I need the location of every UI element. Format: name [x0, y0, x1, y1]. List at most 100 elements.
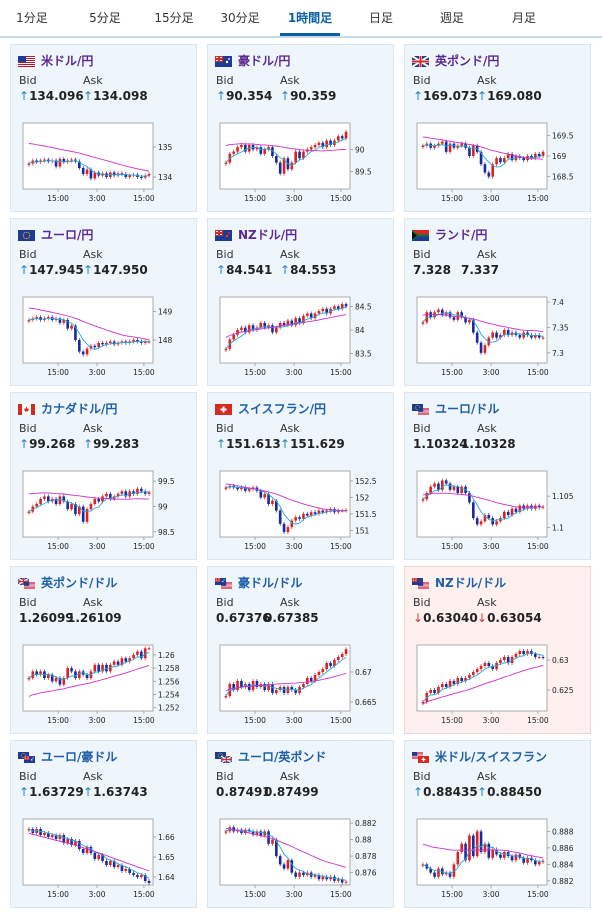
- tab-5[interactable]: 日足: [368, 11, 393, 25]
- pair-name-link[interactable]: NZドル/円: [238, 228, 298, 242]
- mini-chart[interactable]: 135 134 15:00 3:00 15:00: [22, 119, 188, 205]
- rate-card: ユーロ/豪ドル Bid Ask ↑1.63729 ↑1.63743 1.66 1.65 1.6…: [10, 740, 197, 908]
- mini-chart[interactable]: 7.4 7.35 7.3 15:00 3:00 15:00: [416, 293, 582, 379]
- pair-name-link[interactable]: ユーロ/ドル: [435, 402, 500, 416]
- candle-body: [93, 498, 97, 504]
- tab-1[interactable]: 5分足: [89, 11, 121, 25]
- mini-chart[interactable]: 84.5 84 83.5 15:00 3:00 15:00: [219, 293, 385, 379]
- rate-card: 米ドル/円 Bid Ask ↑134.096 ↑134.098 135 134 15:00 3:…: [10, 44, 197, 212]
- candle-body: [39, 498, 42, 504]
- candle-body: [109, 493, 112, 499]
- mini-chart[interactable]: 90 89.5 15:00 3:00 15:00: [219, 119, 385, 205]
- candle-body: [105, 342, 108, 345]
- pair-name-link[interactable]: 豪ドル/円: [238, 54, 291, 68]
- arrow-down-icon: ↓: [477, 611, 488, 625]
- rate-card: 英ポンド/円 Bid Ask ↑169.073 ↑169.080 169.5 169 168.…: [404, 44, 591, 212]
- candle-body: [313, 145, 317, 148]
- mini-chart[interactable]: 169.5 169 168.5 15:00 3:00 15:00: [416, 119, 582, 205]
- candle-body: [337, 657, 340, 660]
- pair-name-link[interactable]: ユーロ/英ポンド: [238, 750, 327, 764]
- tab-3[interactable]: 30分足: [220, 11, 260, 25]
- pair-name-link[interactable]: ユーロ/豪ドル: [41, 750, 118, 764]
- candle-body: [514, 854, 518, 861]
- arrow-up-icon: ↑: [413, 785, 424, 799]
- pair-name-link[interactable]: カナダドル/円: [41, 402, 118, 416]
- candle-body: [132, 340, 135, 342]
- x-tick-label: 3:00: [286, 194, 303, 203]
- mini-chart[interactable]: 1.26 1.258 1.256 1.254 1.252 15:00 3:00 15:00: [22, 641, 188, 727]
- candle-body: [70, 839, 73, 845]
- candle-body: [475, 669, 479, 672]
- candle-body: [309, 512, 313, 516]
- candle-body: [251, 681, 255, 690]
- candle-body: [240, 681, 243, 687]
- y-tick-label: 0.888: [552, 827, 574, 836]
- candle-body: [522, 332, 525, 338]
- candle-body: [236, 147, 239, 152]
- bid-price-value: 1.63729: [29, 785, 84, 799]
- arrow-up-icon: ↑: [216, 437, 227, 451]
- candle-body: [290, 687, 294, 690]
- candle-body: [333, 660, 336, 666]
- candle-body: [302, 684, 305, 687]
- rate-card: 米ドル/スイスフラン Bid Ask ↑0.88435 ↑0.88450 0.888 0.8…: [404, 740, 591, 908]
- candle-body: [93, 172, 97, 179]
- candle-body: [120, 865, 124, 871]
- mini-chart[interactable]: 0.888 0.886 0.884 0.882 15:00 3:00 15:00: [416, 815, 582, 901]
- candle-body: [306, 313, 309, 316]
- bid-label: Bid: [216, 596, 234, 609]
- candle-body: [526, 651, 529, 654]
- candle-body: [506, 657, 510, 663]
- candle-body: [97, 498, 100, 502]
- candle-body: [275, 327, 278, 333]
- candle-body: [278, 510, 282, 524]
- candle-body: [39, 671, 42, 675]
- candle-body: [541, 337, 545, 339]
- pair-name-link[interactable]: ランド/円: [435, 228, 488, 242]
- candle-body: [421, 702, 425, 704]
- mini-chart[interactable]: 0.67 0.665 15:00 3:00 15:00: [219, 641, 385, 727]
- pair-name-link[interactable]: 米ドル/スイスフラン: [435, 750, 548, 764]
- bid-price: ↑84.541: [216, 263, 272, 277]
- x-tick-label: 15:00: [441, 542, 463, 551]
- mini-chart[interactable]: 1.105 1.1 15:00 3:00 15:00: [416, 467, 582, 553]
- candle-body: [298, 318, 301, 323]
- pair-name-link[interactable]: ユーロ/円: [41, 228, 94, 242]
- rate-card: スイスフラン/円 Bid Ask ↑151.613 ↑151.629 152.5 152 15…: [207, 392, 394, 560]
- candle-body: [444, 141, 448, 152]
- candle-body: [325, 663, 328, 669]
- pair-name-link[interactable]: スイスフラン/円: [238, 402, 327, 416]
- ask-price-value: 1.26109: [67, 611, 122, 625]
- mini-chart[interactable]: 99.5 99 98.5 15:00 3:00 15:00: [22, 467, 188, 553]
- tab-2[interactable]: 15分足: [154, 11, 194, 25]
- candle-body: [78, 506, 81, 515]
- pair-name-link[interactable]: 英ポンド/円: [435, 54, 500, 68]
- mini-chart[interactable]: 149 148 15:00 3:00 15:00: [22, 293, 188, 379]
- candle-body: [143, 341, 147, 343]
- y-tick-label: 0.625: [552, 686, 574, 695]
- candle-body: [329, 876, 332, 880]
- candle-body: [143, 491, 147, 494]
- pair-name-link[interactable]: NZドル/ドル: [435, 576, 507, 590]
- candle-body: [105, 493, 108, 497]
- pair-name-link[interactable]: 米ドル/円: [41, 54, 94, 68]
- mini-chart[interactable]: 0.882 0.88 0.878 0.876 15:00 3:00 15:00: [219, 815, 385, 901]
- tab-0[interactable]: 1分足: [16, 11, 48, 25]
- candle-body: [109, 172, 112, 177]
- tab-6[interactable]: 週足: [439, 11, 464, 25]
- mini-chart[interactable]: 1.66 1.65 1.64 15:00 3:00 15:00: [22, 815, 188, 901]
- pair-name-link[interactable]: 豪ドル/ドル: [238, 576, 303, 590]
- tab-4[interactable]: 1時間足: [280, 0, 340, 36]
- candle-body: [437, 687, 440, 693]
- y-tick-label: 1.105: [552, 492, 574, 501]
- candle-body: [294, 517, 297, 521]
- tab-7[interactable]: 月足: [511, 11, 536, 25]
- mini-chart[interactable]: 152.5 152 151.5 151 15:00 3:00 15:00: [219, 467, 385, 553]
- candle-body: [132, 491, 135, 494]
- candle-body: [140, 488, 143, 492]
- mini-chart[interactable]: 0.63 0.625 15:00 3:00 15:00: [416, 641, 582, 727]
- candle-body: [282, 687, 286, 693]
- ask-price-value: 1.10328: [461, 437, 516, 451]
- candle-body: [464, 843, 467, 861]
- pair-name-link[interactable]: 英ポンド/ドル: [41, 576, 118, 590]
